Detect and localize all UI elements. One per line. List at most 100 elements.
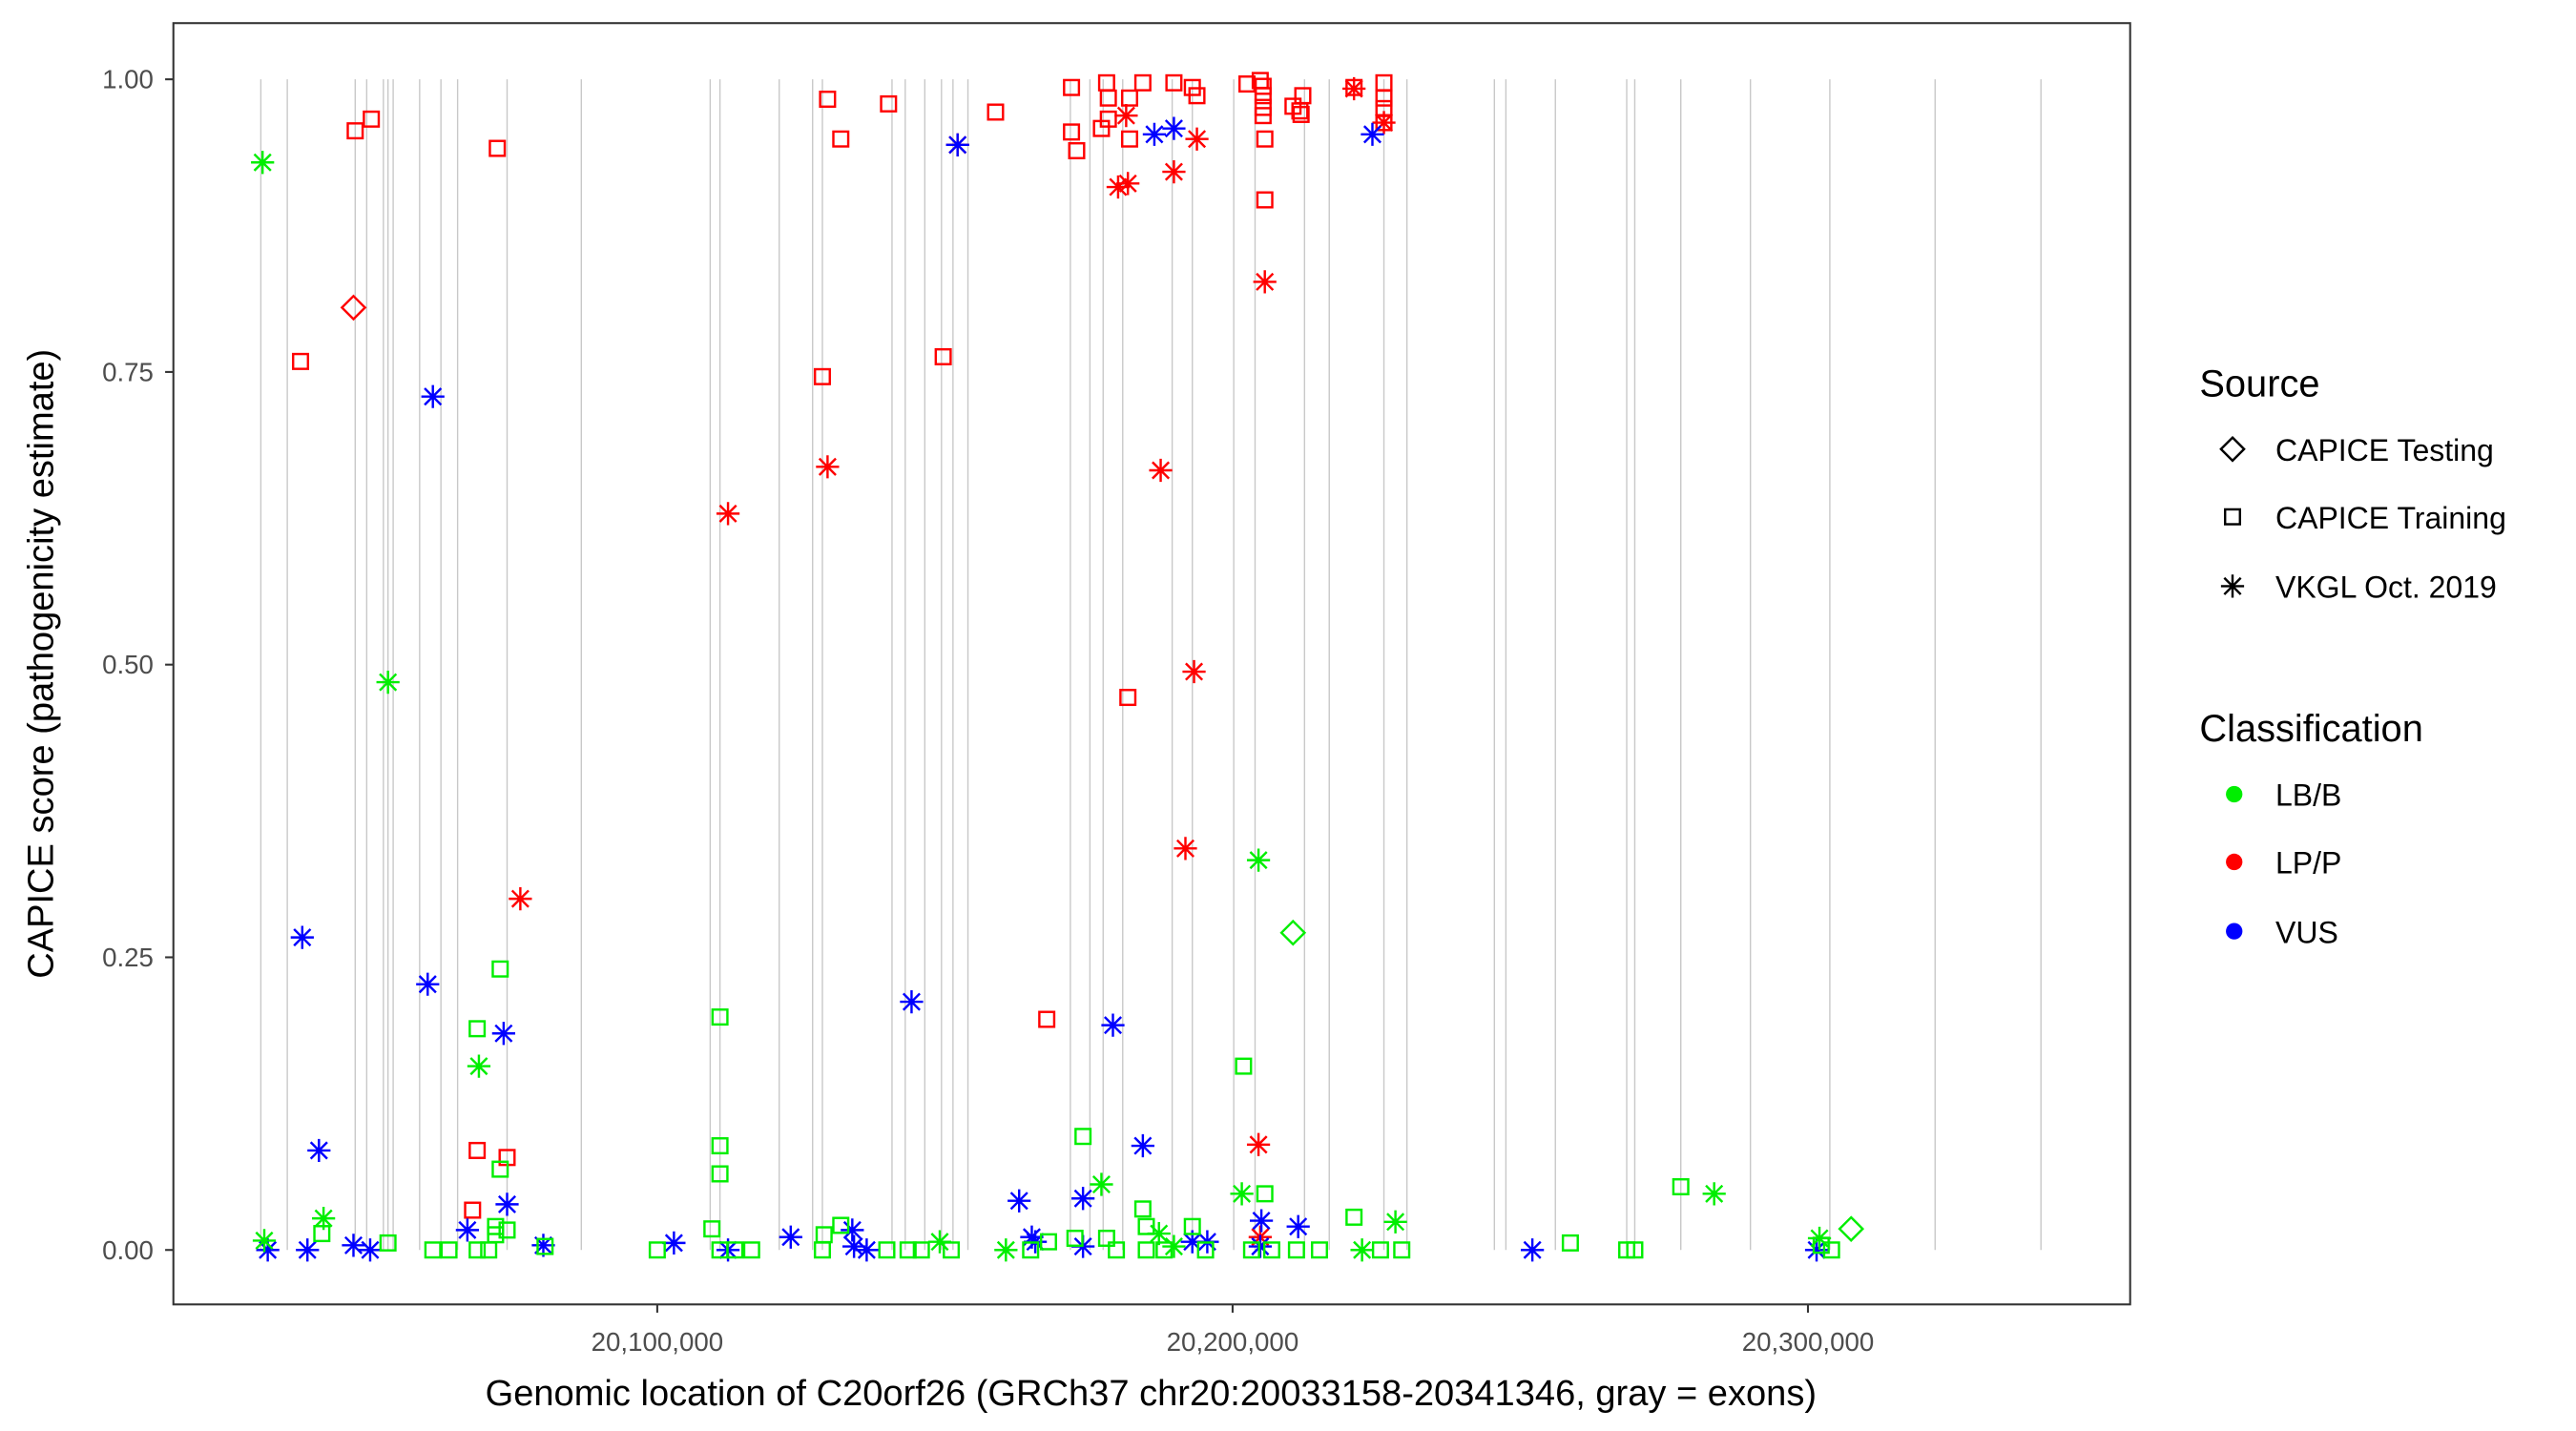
point-training-lbb	[1235, 1057, 1253, 1075]
x-axis-title: Genomic location of C20orf26 (GRCh37 chr…	[486, 1374, 1817, 1414]
point-training-lbb	[487, 1217, 505, 1235]
point-training-lbb	[468, 1020, 487, 1038]
exon-lines	[260, 79, 2042, 1251]
point-vkgl-vus	[421, 384, 445, 408]
legend-lbb-dot-icon	[2226, 785, 2243, 803]
point-vkgl-vus	[455, 1218, 480, 1242]
point-vkgl-lbb	[1702, 1182, 1726, 1206]
point-vkgl-lpp	[1174, 837, 1197, 861]
point-vkgl-lpp	[1342, 76, 1366, 101]
y-tick-label: 0.75	[102, 357, 154, 386]
point-training-lbb	[1310, 1241, 1328, 1259]
point-vkgl-lbb	[1230, 1182, 1254, 1206]
point-vkgl-vus	[1286, 1214, 1310, 1238]
point-training-lbb	[1196, 1241, 1215, 1259]
point-training-lbb	[912, 1241, 930, 1259]
point-training-lpp	[1292, 105, 1310, 123]
point-vkgl-vus	[256, 1238, 280, 1262]
point-training-lpp	[1068, 141, 1086, 159]
point-training-lpp	[819, 90, 837, 108]
point-vkgl-vus	[900, 989, 924, 1014]
point-training-lbb	[1133, 1200, 1152, 1218]
point-vkgl-vus	[662, 1231, 686, 1255]
point-training-lpp	[1038, 1010, 1056, 1028]
point-vkgl-lbb	[251, 151, 275, 175]
point-training-lpp	[468, 1141, 487, 1159]
point-training-lpp	[1256, 130, 1274, 148]
point-training-lbb	[1262, 1241, 1280, 1259]
point-training-lpp	[1099, 89, 1117, 107]
point-training-lbb	[832, 1216, 850, 1234]
point-training-lpp	[1120, 130, 1138, 148]
point-vkgl-vus	[841, 1218, 864, 1242]
point-vkgl-lbb	[252, 1229, 277, 1253]
point-training-lbb	[379, 1234, 397, 1252]
point-training-lbb	[1672, 1177, 1690, 1195]
point-training-lbb	[1393, 1241, 1411, 1259]
point-training-lpp	[987, 103, 1005, 121]
point-training-lbb	[943, 1241, 961, 1259]
point-training-lpp	[1188, 87, 1206, 105]
point-vkgl-lpp	[1182, 659, 1206, 684]
point-training-lpp	[880, 94, 898, 113]
x-axis: 20,100,000 20,200,000 20,300,000	[592, 1304, 1874, 1357]
point-training-lpp	[1254, 77, 1272, 95]
point-training-lpp	[1099, 110, 1117, 128]
data-points	[251, 72, 1865, 1262]
point-training-lpp	[488, 139, 507, 157]
point-training-lpp	[1165, 73, 1183, 92]
point-vkgl-vus	[531, 1234, 555, 1257]
point-vkgl-lbb	[1147, 1221, 1171, 1246]
point-vkgl-vus	[1162, 116, 1186, 140]
point-training-lbb	[1371, 1241, 1389, 1259]
legend-source-training: CAPICE Training	[2275, 501, 2506, 535]
point-vkgl-lbb	[312, 1206, 336, 1231]
point-training-lpp	[292, 352, 310, 370]
legend: Source CAPICE Testing CAPICE Training VK…	[2199, 363, 2505, 949]
point-vkgl-vus	[342, 1234, 365, 1257]
x-tick-label: 20,200,000	[1167, 1327, 1299, 1357]
point-vkgl-vus	[1521, 1238, 1545, 1262]
point-training-lpp	[934, 347, 952, 365]
point-training-lbb	[468, 1241, 487, 1259]
point-training-lbb	[726, 1241, 744, 1259]
point-training-lpp	[1119, 689, 1137, 707]
legend-source-testing: CAPICE Testing	[2275, 433, 2494, 467]
point-training-lbb	[440, 1241, 458, 1259]
point-vkgl-lbb	[1350, 1238, 1374, 1262]
point-training-lpp	[1256, 191, 1274, 209]
point-vkgl-vus	[1142, 122, 1167, 146]
point-training-lpp	[1238, 75, 1257, 93]
point-training-lbb	[1039, 1233, 1057, 1251]
point-vkgl-vus	[1101, 1013, 1125, 1037]
point-vkgl-lbb	[994, 1238, 1018, 1262]
point-training-lbb	[498, 1221, 516, 1239]
point-vkgl-lbb	[1090, 1172, 1113, 1196]
point-vkgl-vus	[842, 1234, 866, 1258]
point-vkgl-lpp	[1246, 1132, 1271, 1156]
point-vkgl-lpp	[1114, 104, 1138, 128]
point-vkgl-lpp	[1149, 458, 1173, 483]
point-training-lpp	[464, 1201, 482, 1219]
legend-diamond-icon	[2219, 435, 2246, 463]
point-vkgl-vus	[290, 925, 314, 949]
legend-class-lbb: LB/B	[2275, 778, 2341, 813]
point-vkgl-lpp	[1106, 175, 1131, 199]
point-vkgl-lpp	[509, 886, 532, 911]
point-training-lbb	[1137, 1217, 1155, 1235]
point-vkgl-vus	[1008, 1189, 1031, 1213]
point-vkgl-lbb	[1383, 1210, 1407, 1234]
point-training-lpp	[1254, 107, 1272, 125]
point-training-lbb	[1242, 1241, 1260, 1259]
point-testing-lbb	[1279, 919, 1307, 946]
point-training-lbb	[313, 1225, 331, 1243]
point-training-lbb	[1074, 1128, 1092, 1146]
point-vkgl-lpp	[1185, 127, 1209, 151]
point-training-lbb	[703, 1220, 721, 1238]
point-training-lbb	[1812, 1236, 1830, 1255]
point-vkgl-vus	[1071, 1187, 1095, 1211]
point-training-lbb	[1108, 1241, 1126, 1259]
legend-asterisk-icon	[2220, 574, 2245, 598]
legend-class-vus: VUS	[2275, 915, 2338, 949]
